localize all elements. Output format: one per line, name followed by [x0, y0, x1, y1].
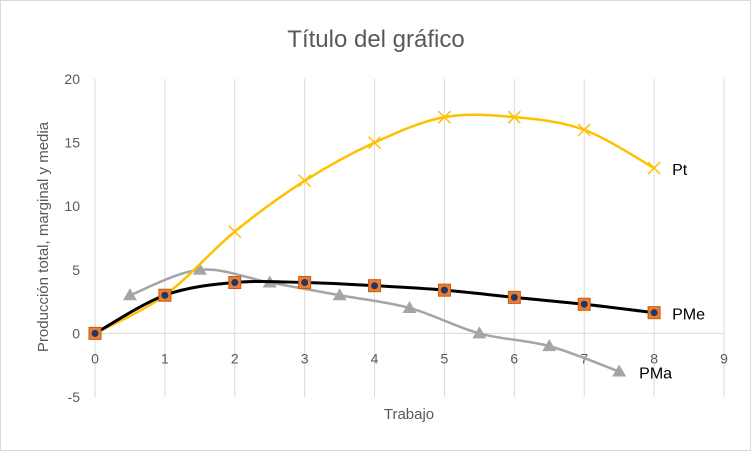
chart-title: Título del gráfico — [287, 26, 464, 53]
series-line-pma — [129, 268, 620, 373]
point-pt — [577, 123, 591, 137]
point-pma — [402, 300, 417, 313]
x-tick-label: 1 — [161, 350, 169, 366]
point-pma — [122, 288, 137, 301]
x-tick-label: 6 — [510, 350, 518, 366]
x-tick-label: 8 — [650, 350, 658, 366]
y-tick-label: 15 — [64, 135, 80, 151]
y-tick-label: 5 — [72, 262, 80, 278]
y-tick-label: 20 — [64, 71, 80, 87]
x-tick-label: 9 — [720, 350, 728, 366]
x-tick-label: 3 — [301, 350, 309, 366]
point-pme — [88, 326, 102, 340]
point-pma — [472, 326, 487, 339]
point-pme — [437, 283, 451, 297]
y-axis-title: Producción total, marginal y media — [35, 121, 52, 352]
series-label-pt: Pt — [672, 162, 688, 179]
point-pma — [332, 288, 347, 301]
point-pme — [507, 290, 521, 304]
point-pma — [542, 339, 557, 352]
x-axis-title: Trabajo — [384, 406, 434, 423]
point-pt — [507, 110, 521, 124]
y-tick-label: 0 — [72, 325, 80, 341]
series-layer — [88, 110, 661, 377]
point-pt — [437, 110, 451, 124]
point-pt — [647, 161, 661, 175]
y-tick-label: 10 — [64, 198, 80, 214]
point-pt — [368, 136, 382, 150]
x-tick-label: 5 — [441, 350, 449, 366]
x-tick-label: 0 — [91, 350, 99, 366]
x-tick-label: 4 — [371, 350, 379, 366]
y-tick-label: -5 — [68, 389, 81, 405]
series-label-pme: PMe — [672, 307, 705, 324]
series-label-pma: PMa — [639, 366, 672, 383]
point-pme — [368, 279, 382, 293]
point-pme — [577, 297, 591, 311]
point-pt — [228, 225, 242, 239]
point-pme — [298, 276, 312, 290]
x-tick-label: 2 — [231, 350, 239, 366]
label-layer: PMa Pt PMe — [639, 162, 705, 383]
grid-layer — [164, 79, 725, 397]
point-pma — [612, 364, 627, 377]
point-pme — [158, 288, 172, 302]
point-pme — [228, 276, 242, 290]
point-pt — [298, 174, 312, 188]
point-pma — [192, 262, 207, 275]
point-pme — [647, 306, 661, 320]
